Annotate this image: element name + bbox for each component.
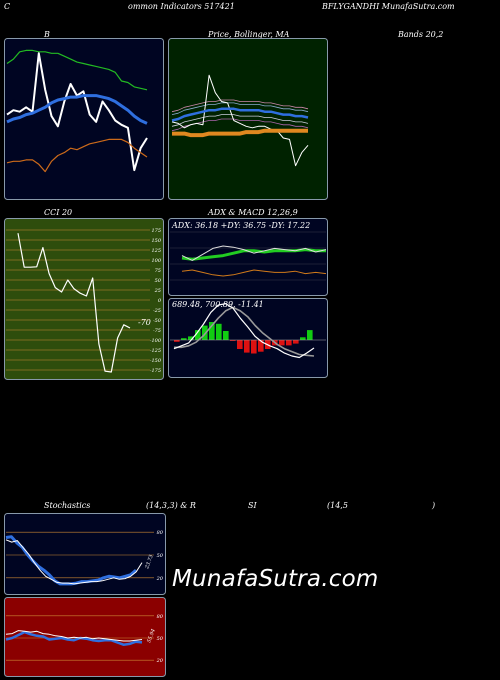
macd-line xyxy=(173,302,315,359)
tick-label: 100 xyxy=(151,258,161,264)
tick-label: 50 xyxy=(157,636,164,642)
bands-title: Bands 20,2 xyxy=(398,30,444,39)
minus-di-line xyxy=(181,269,327,277)
stoch-d-line xyxy=(5,539,143,585)
lower-band-line xyxy=(6,138,148,173)
tick-label: -100 xyxy=(150,338,162,344)
tick-label: -150 xyxy=(150,358,162,364)
plus-di-line xyxy=(181,245,327,261)
middle-band-line xyxy=(6,94,148,125)
band-line-0 xyxy=(171,99,309,113)
histogram-bar xyxy=(251,340,257,354)
tick-label: 50 xyxy=(157,553,164,559)
slow-moving-average-line xyxy=(172,128,308,138)
tick-label: -125 xyxy=(150,348,161,354)
tick-label: -75 xyxy=(153,328,161,334)
histogram-bar xyxy=(279,340,285,346)
histogram-bar xyxy=(300,337,306,340)
upper-band-line xyxy=(6,49,148,91)
tick-label: -25 xyxy=(153,308,161,314)
tick-label: 25 xyxy=(154,288,161,294)
band-line-2 xyxy=(171,114,309,127)
tick-label: 80 xyxy=(157,530,164,536)
tick-label: 150 xyxy=(151,238,161,244)
macd-chart: 689.48, 700.89, -11.41 xyxy=(168,298,328,378)
stochastics-title: Stochastics xyxy=(44,501,91,510)
panel-background xyxy=(4,218,164,380)
rsi-label: SI xyxy=(248,501,257,510)
rsi-last-value: 55.94 xyxy=(146,628,157,644)
histogram-bar xyxy=(293,340,299,344)
histogram-bar xyxy=(286,340,292,346)
rsi-params: (14,5 xyxy=(327,501,348,510)
panel-background xyxy=(168,218,328,296)
band-line-1 xyxy=(171,102,309,115)
histogram-bar xyxy=(237,340,243,349)
close-price-line xyxy=(171,74,309,167)
adx-label: ADX: 36.18 +DY: 36.75 -DY: 17.22 xyxy=(171,221,310,230)
histogram-bar xyxy=(223,331,229,340)
bollinger-title: B xyxy=(44,30,50,39)
panel-background xyxy=(4,513,166,595)
histogram-bar xyxy=(181,338,187,340)
watermark: MunafaSutra.com xyxy=(172,566,379,592)
header-left: C xyxy=(4,2,11,11)
histogram-bar xyxy=(209,322,215,340)
price-ma-chart xyxy=(168,38,328,200)
histogram-bar xyxy=(230,340,236,341)
panel-background xyxy=(168,298,328,378)
tick-label: 175 xyxy=(151,228,161,234)
histogram-bar xyxy=(188,336,194,340)
stoch-params: (14,3,3) & R xyxy=(146,501,196,510)
histogram-bar xyxy=(195,330,201,340)
cci-title: CCI 20 xyxy=(44,208,73,217)
histogram-bar xyxy=(258,340,264,352)
tick-label: 75 xyxy=(155,268,161,274)
adx-line xyxy=(181,248,326,261)
tick-label: 50 xyxy=(155,278,162,284)
histogram-bar xyxy=(174,340,180,342)
tick-label: -50 xyxy=(153,318,162,324)
histogram-bar xyxy=(307,330,313,340)
panel-background xyxy=(168,38,328,200)
moving-average-line xyxy=(171,107,309,122)
tick-label: 0 xyxy=(158,298,162,304)
cci-line xyxy=(17,233,131,373)
tick-label: 20 xyxy=(156,658,164,664)
rsi-chart: 80 50 20 55.94 xyxy=(4,597,166,677)
stoch-last-value: 23.73 xyxy=(144,554,155,570)
tick-label: 80 xyxy=(157,614,164,620)
signal-line xyxy=(174,306,315,357)
cci-chart: 175 150 125 100 75 50 25 0 -25 -50 -75 -100 -125 -150… xyxy=(4,218,164,380)
histogram-bar xyxy=(216,323,222,340)
macd-label: 689.48, 700.89, -11.41 xyxy=(172,300,264,309)
tick-label: 125 xyxy=(151,248,161,254)
header-right: BFLYGANDHI MunafaSutra.com xyxy=(322,2,455,11)
rsi-signal-line xyxy=(5,630,143,642)
adx-macd-title: ADX & MACD 12,26,9 xyxy=(208,208,298,217)
price-ma-title: Price, Bollinger, MA xyxy=(208,30,290,39)
rsi-line xyxy=(5,630,143,646)
histogram-bar xyxy=(202,325,208,340)
cci-last-value: -70 xyxy=(138,318,151,327)
rsi-close: ) xyxy=(432,501,436,510)
tick-label: -175 xyxy=(150,368,161,374)
histogram-bar xyxy=(244,340,250,353)
adx-chart: ADX: 36.18 +DY: 36.75 -DY: 17.22 xyxy=(168,218,328,296)
header-center: ommon Indicators 517421 xyxy=(128,2,235,11)
bollinger-chart xyxy=(4,38,164,200)
tick-label: 20 xyxy=(156,576,164,582)
